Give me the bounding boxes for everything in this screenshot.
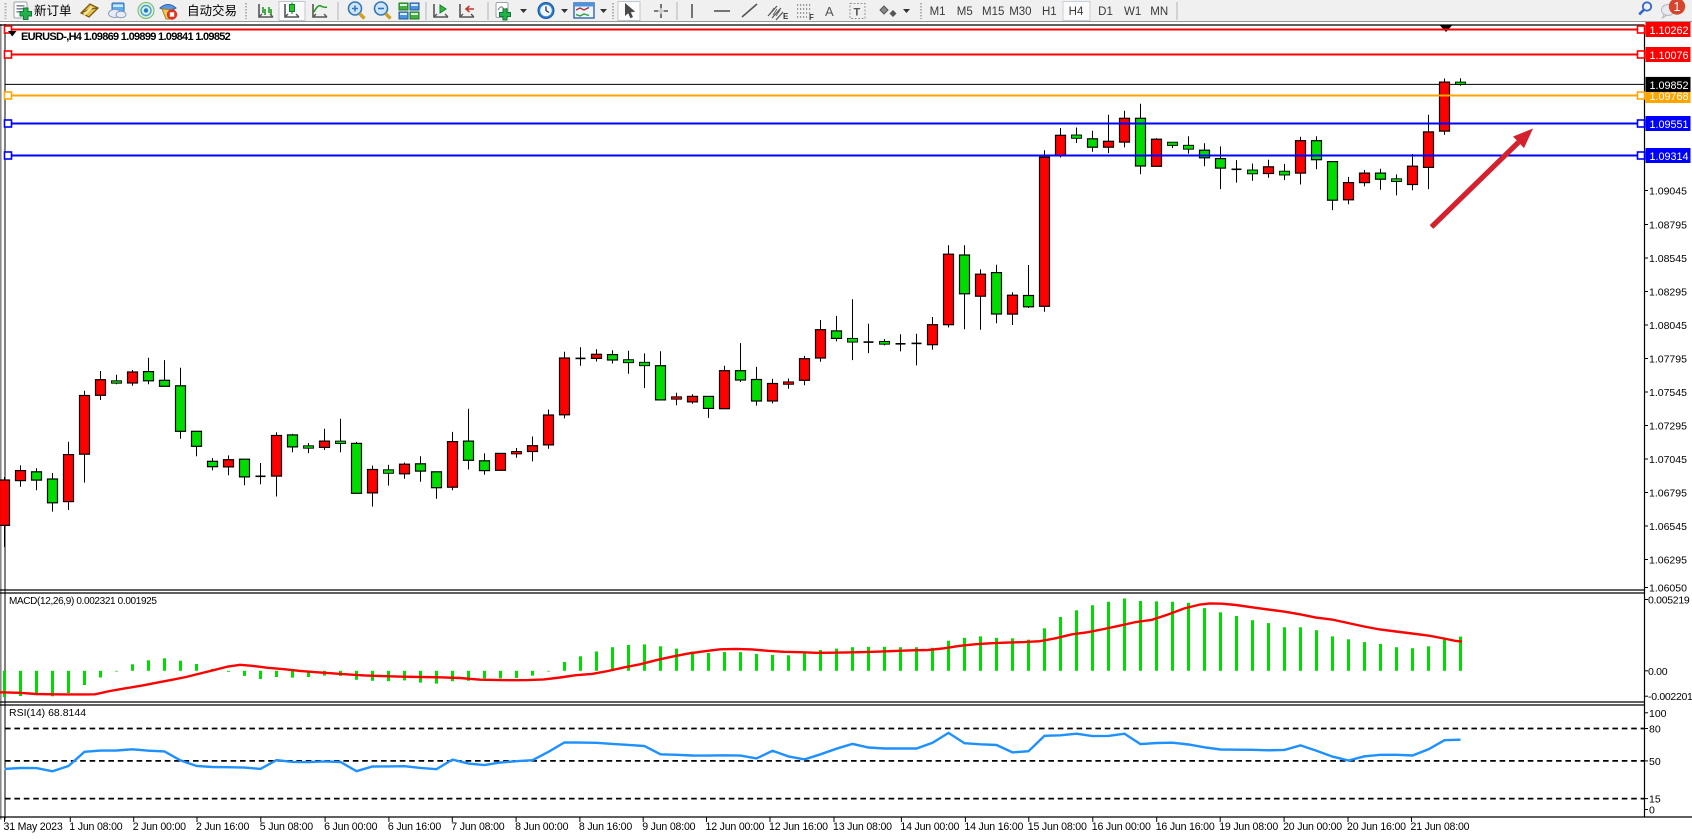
svg-text:0: 0 bbox=[1649, 805, 1655, 817]
svg-text:80: 80 bbox=[1649, 724, 1661, 736]
svg-text:7 Jun 08:00: 7 Jun 08:00 bbox=[451, 821, 504, 833]
svg-text:1.09314: 1.09314 bbox=[1650, 151, 1689, 163]
svg-text:12 Jun 16:00: 12 Jun 16:00 bbox=[769, 821, 828, 833]
svg-text:1.09045: 1.09045 bbox=[1649, 186, 1687, 198]
svg-text:2 Jun 16:00: 2 Jun 16:00 bbox=[196, 821, 249, 833]
svg-text:D1: D1 bbox=[1098, 6, 1113, 18]
svg-text:50: 50 bbox=[1649, 756, 1661, 768]
svg-text:M15: M15 bbox=[982, 6, 1004, 18]
svg-text:1.07295: 1.07295 bbox=[1649, 421, 1687, 433]
svg-text:0.005219: 0.005219 bbox=[1648, 595, 1690, 607]
svg-text:H1: H1 bbox=[1042, 6, 1057, 18]
svg-text:6 Jun 16:00: 6 Jun 16:00 bbox=[388, 821, 441, 833]
svg-text:1.09852: 1.09852 bbox=[1650, 80, 1689, 92]
svg-text:1.08545: 1.08545 bbox=[1649, 253, 1687, 265]
svg-text:5 Jun 08:00: 5 Jun 08:00 bbox=[260, 821, 313, 833]
svg-text:H4: H4 bbox=[1069, 6, 1084, 18]
svg-text:21 Jun 08:00: 21 Jun 08:00 bbox=[1411, 821, 1470, 833]
svg-text:MN: MN bbox=[1150, 6, 1168, 18]
svg-text:9 Jun 08:00: 9 Jun 08:00 bbox=[642, 821, 695, 833]
svg-text:-0.002201: -0.002201 bbox=[1648, 691, 1692, 703]
svg-text:14 Jun 16:00: 14 Jun 16:00 bbox=[964, 821, 1023, 833]
svg-text:新订单: 新订单 bbox=[34, 3, 72, 18]
svg-text:W1: W1 bbox=[1124, 6, 1141, 18]
svg-text:1.09551: 1.09551 bbox=[1650, 119, 1689, 131]
svg-text:12 Jun 00:00: 12 Jun 00:00 bbox=[706, 821, 765, 833]
svg-text:0.00: 0.00 bbox=[1648, 666, 1668, 678]
svg-text:13 Jun 08:00: 13 Jun 08:00 bbox=[833, 821, 892, 833]
svg-text:1.08295: 1.08295 bbox=[1649, 287, 1687, 299]
svg-text:1.09768: 1.09768 bbox=[1650, 91, 1689, 103]
svg-text:1.10262: 1.10262 bbox=[1650, 25, 1689, 37]
svg-text:1.07045: 1.07045 bbox=[1649, 454, 1687, 466]
svg-text:20 Jun 16:00: 20 Jun 16:00 bbox=[1347, 821, 1406, 833]
svg-text:E: E bbox=[783, 12, 789, 21]
svg-text:MACD(12,26,9) 0.002321 0.00192: MACD(12,26,9) 0.002321 0.001925 bbox=[9, 596, 157, 607]
svg-text:1.06295: 1.06295 bbox=[1649, 555, 1687, 567]
svg-text:1.08795: 1.08795 bbox=[1649, 220, 1687, 232]
svg-text:31 May 2023: 31 May 2023 bbox=[4, 821, 63, 833]
svg-text:15 Jun 08:00: 15 Jun 08:00 bbox=[1028, 821, 1087, 833]
svg-text:M30: M30 bbox=[1009, 6, 1031, 18]
svg-text:6 Jun 00:00: 6 Jun 00:00 bbox=[324, 821, 377, 833]
svg-text:1 Jun 08:00: 1 Jun 08:00 bbox=[69, 821, 122, 833]
svg-text:14 Jun 00:00: 14 Jun 00:00 bbox=[900, 821, 959, 833]
svg-text:EURUSD-,H4 1.09869 1.09899 1.: EURUSD-,H4 1.09869 1.09899 1.09841 1.098… bbox=[21, 31, 231, 43]
svg-text:1: 1 bbox=[1674, 0, 1681, 14]
svg-text:1.06050: 1.06050 bbox=[1649, 583, 1687, 595]
svg-text:T: T bbox=[854, 7, 861, 19]
svg-text:F: F bbox=[809, 13, 814, 22]
svg-text:1.07795: 1.07795 bbox=[1649, 354, 1687, 366]
svg-text:19 Jun 08:00: 19 Jun 08:00 bbox=[1219, 821, 1278, 833]
svg-text:1.08045: 1.08045 bbox=[1649, 320, 1687, 332]
svg-text:15: 15 bbox=[1649, 794, 1661, 806]
svg-text:20 Jun 00:00: 20 Jun 00:00 bbox=[1283, 821, 1342, 833]
svg-text:A: A bbox=[825, 4, 834, 19]
svg-text:1.06545: 1.06545 bbox=[1649, 521, 1687, 533]
svg-text:2 Jun 00:00: 2 Jun 00:00 bbox=[133, 821, 186, 833]
svg-text:自动交易: 自动交易 bbox=[187, 3, 237, 18]
svg-text:8 Jun 16:00: 8 Jun 16:00 bbox=[579, 821, 632, 833]
svg-text:16 Jun 16:00: 16 Jun 16:00 bbox=[1156, 821, 1215, 833]
svg-text:1.10076: 1.10076 bbox=[1650, 50, 1689, 62]
svg-text:8 Jun 00:00: 8 Jun 00:00 bbox=[515, 821, 568, 833]
svg-text:M1: M1 bbox=[930, 6, 946, 18]
svg-text:1.07545: 1.07545 bbox=[1649, 387, 1687, 399]
svg-text:16 Jun 00:00: 16 Jun 00:00 bbox=[1092, 821, 1151, 833]
svg-text:M5: M5 bbox=[957, 6, 973, 18]
svg-text:1.06795: 1.06795 bbox=[1649, 488, 1687, 500]
svg-text:RSI(14) 68.8144: RSI(14) 68.8144 bbox=[9, 707, 86, 719]
svg-text:100: 100 bbox=[1649, 708, 1667, 720]
